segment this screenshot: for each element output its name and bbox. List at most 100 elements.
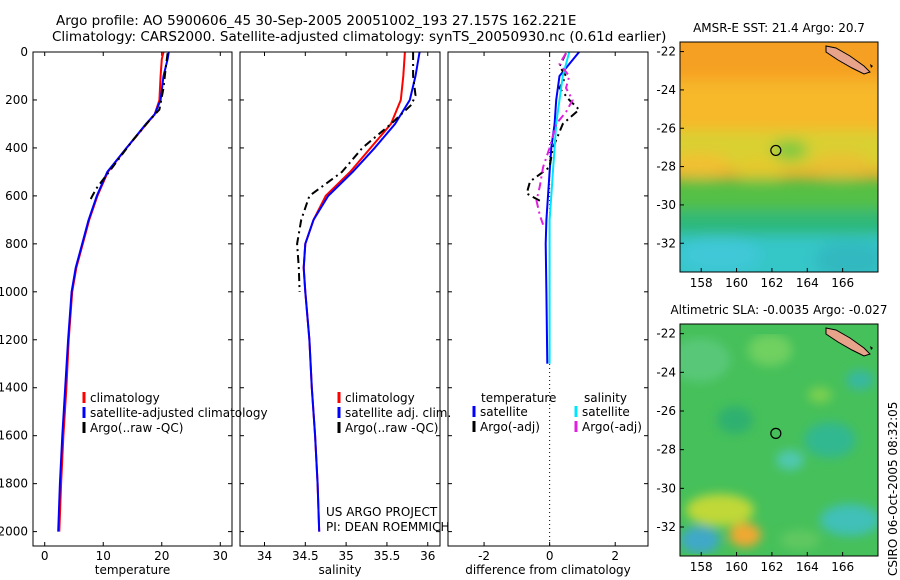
legend-header: salinity <box>584 391 627 405</box>
map-sla-map: Altimetric SLA: -0.0035 Argo: -0.027 158 1… <box>656 303 887 574</box>
x-tick-label: 35.5 <box>374 549 401 563</box>
map-blob <box>810 153 870 177</box>
series-line-argo-raw-qc- <box>296 52 417 292</box>
y-tick-label: 2000 <box>0 525 28 539</box>
map-colour-field <box>680 334 878 554</box>
map-blob <box>846 370 874 390</box>
map-sst-map: AMSR-E SST: 21.4 Argo: 20.7 158 160 162 164 1… <box>656 21 879 290</box>
y-tick-label: 1400 <box>0 381 28 395</box>
map-blob <box>717 406 753 434</box>
land-islet <box>870 64 873 68</box>
x-tick-label: 20 <box>154 549 169 563</box>
map-y-tick-label: -28 <box>656 160 676 174</box>
map-y-tick-label: -24 <box>656 83 676 97</box>
map-x-tick-label: 158 <box>690 560 713 574</box>
map-blob <box>748 334 792 366</box>
map-x-tick-label: 166 <box>831 276 854 290</box>
y-tick-label: 1800 <box>0 477 28 491</box>
map-y-tick-label: -30 <box>656 198 676 212</box>
y-tick-label: 1200 <box>0 333 28 347</box>
series-line-satellite-adj-clim- <box>302 52 421 532</box>
series-line-temperature-satellite <box>544 52 580 364</box>
map-y-tick-label: -22 <box>656 327 676 341</box>
map-y-tick-label: -30 <box>656 481 676 495</box>
x-tick-label: 35 <box>338 549 353 563</box>
map-x-tick-label: 164 <box>796 276 819 290</box>
map-x-tick-label: 160 <box>725 276 748 290</box>
legend-label: satellite-adjusted climatology <box>90 406 268 420</box>
x-axis-label: salinity <box>318 563 361 577</box>
series-line-climatology <box>58 52 165 532</box>
map-y-tick-label: -26 <box>656 404 676 418</box>
x-tick-label: 34 <box>257 549 272 563</box>
y-tick-label: 1000 <box>0 285 28 299</box>
map-blob <box>735 160 785 180</box>
x-tick-label: 30 <box>213 549 228 563</box>
map-blob <box>686 494 754 526</box>
map-blob <box>680 338 730 382</box>
legend-label: satellite <box>480 405 528 419</box>
project-note-line: US ARGO PROJECT <box>326 505 438 519</box>
float-position-marker <box>770 427 782 439</box>
x-axis-label: difference from climatology <box>465 563 631 577</box>
map-y-tick-label: -32 <box>656 236 676 250</box>
map-field <box>680 42 878 272</box>
map-title: AMSR-E SST: 21.4 Argo: 20.7 <box>693 21 865 35</box>
map-y-tick-label: -26 <box>656 121 676 135</box>
panel-frame <box>239 51 441 547</box>
map-x-tick-label: 164 <box>796 560 819 574</box>
figure-title-line-1: Argo profile: AO 5900606_45 30-Sep-2005 … <box>56 13 577 29</box>
legend-header: temperature <box>481 391 556 405</box>
legend-label: satellite adj. clim. <box>345 406 451 420</box>
map-blob <box>808 387 832 403</box>
legend-label: climatology <box>90 391 160 405</box>
x-axis-label: temperature <box>95 563 170 577</box>
figure-title-line-2: Climatology: CARS2000. Satellite-adjuste… <box>52 29 667 45</box>
series-line-climatology <box>302 52 406 532</box>
map-blob <box>680 526 720 554</box>
credit-stamp: CSIRO 06-Oct-2005 08:32:05 <box>886 401 900 576</box>
map-colour-field <box>680 42 878 272</box>
y-tick-label: 600 <box>5 189 28 203</box>
panel-temperature: 0 200 400 600 800 1000 1200 1400 1600 1800 2000 0 10… <box>0 45 233 577</box>
map-x-tick-label: 166 <box>831 560 854 574</box>
legend-label: satellite <box>582 405 630 419</box>
y-tick-label: 200 <box>5 93 28 107</box>
map-blob <box>680 153 730 177</box>
y-tick-label: 1600 <box>0 429 28 443</box>
series-line-satellite-adjusted-climatology <box>57 52 170 532</box>
map-frame <box>679 323 879 557</box>
map-blob <box>815 242 878 272</box>
x-tick-label: 10 <box>96 549 111 563</box>
map-y-tick-label: -32 <box>656 520 676 534</box>
map-y-tick-label: -24 <box>656 365 676 379</box>
legend-label: Argo(-adj) <box>480 420 540 434</box>
legend-label: Argo(-adj) <box>582 420 642 434</box>
legend-label: climatology <box>345 391 415 405</box>
map-frame <box>679 41 879 273</box>
series-line-argo-raw-qc- <box>88 53 169 202</box>
map-x-tick-label: 162 <box>760 276 783 290</box>
map-field <box>680 324 878 556</box>
land-new-caledonia <box>825 327 871 357</box>
series-line-salinity-argo-adj- <box>535 52 574 226</box>
x-tick-label: 36 <box>420 549 435 563</box>
y-tick-label: 0 <box>20 45 28 59</box>
x-tick-label: -2 <box>478 549 490 563</box>
map-x-tick-label: 158 <box>690 276 713 290</box>
x-tick-label: 0 <box>546 549 554 563</box>
legend-difference: temperature salinitysatelliteArgo(-adj)sa… <box>472 391 642 434</box>
land-islet <box>870 346 873 350</box>
map-x-tick-label: 160 <box>725 560 748 574</box>
map-blob <box>820 504 878 536</box>
map-x-tick-label: 162 <box>760 560 783 574</box>
panel-salinity: 34 34.5 35 35.5 36 salinity <box>239 51 441 577</box>
y-tick-label: 400 <box>5 141 28 155</box>
map-y-tick-label: -28 <box>656 443 676 457</box>
x-tick-label: 34.5 <box>292 549 319 563</box>
